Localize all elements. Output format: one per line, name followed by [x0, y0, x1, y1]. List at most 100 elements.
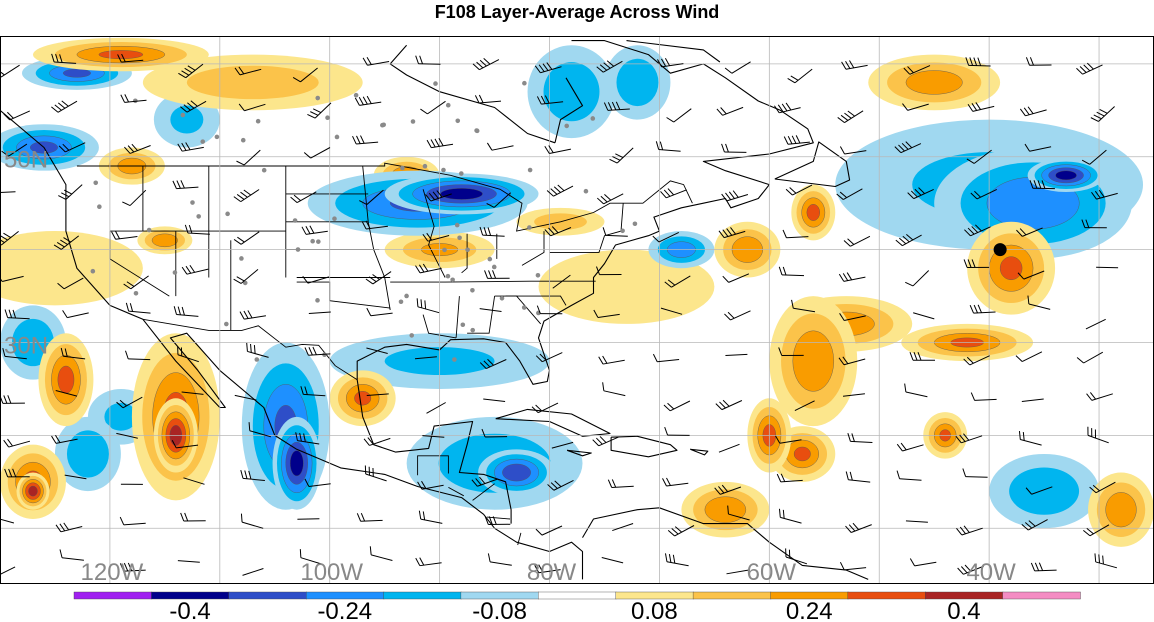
wind-barb: [592, 436, 620, 447]
anomaly-contour: [1055, 170, 1077, 181]
observation-dot: [522, 80, 527, 86]
wind-barb: [479, 308, 502, 312]
wind-barb: [601, 557, 624, 564]
wind-barb: [354, 95, 382, 106]
wind-barb: [1094, 553, 1118, 569]
wind-barb: [116, 432, 138, 439]
wind-barb: [895, 233, 922, 247]
wind-barb: [967, 102, 995, 112]
wind-barb: [1076, 62, 1103, 75]
observation-dot: [325, 115, 330, 121]
colorbar-tick-label: 0.24: [786, 598, 833, 622]
wind-barb: [183, 477, 205, 485]
observation-dot: [470, 327, 476, 333]
wind-barb: [536, 95, 564, 105]
colorbar-tick-label: -0.24: [317, 598, 372, 622]
wind-barb: [716, 106, 744, 116]
coastline: [689, 448, 709, 456]
wind-barb: [3, 438, 31, 448]
wind-barb: [596, 193, 624, 205]
wind-barb: [664, 553, 689, 567]
wind-barb: [838, 272, 866, 282]
wind-barb: [552, 274, 571, 289]
observation-dot: [332, 216, 337, 222]
wind-barb: [612, 523, 634, 532]
wind-barb: [662, 477, 689, 487]
wind-barb: [837, 110, 864, 124]
border-line: [467, 296, 496, 334]
wind-barb: [664, 426, 690, 436]
wind-barb: [295, 432, 320, 445]
coastline: [0, 109, 584, 580]
wind-barb: [534, 564, 561, 574]
wind-barb: [787, 68, 813, 84]
wind-barb: [123, 275, 149, 290]
wind-barb: [904, 383, 928, 398]
wind-barb: [962, 468, 988, 478]
wind-barb: [297, 518, 320, 520]
wind-barb: [51, 100, 78, 113]
wind-barb: [365, 271, 392, 285]
observation-dot: [590, 116, 596, 121]
observation-dot: [239, 256, 244, 261]
wind-barb: [238, 103, 266, 112]
wind-barb: [60, 347, 86, 360]
anomaly-contour: [151, 233, 178, 248]
wind-barb: [666, 108, 692, 123]
wind-barb: [2, 347, 27, 360]
wind-barb: [1081, 219, 1107, 229]
wind-barb: [655, 141, 681, 152]
wind-barb: [369, 546, 393, 561]
wind-barb: [122, 189, 147, 207]
wind-barb: [794, 400, 815, 411]
wind-barb: [722, 273, 750, 283]
wind-barb: [483, 398, 506, 402]
wind-barb: [484, 270, 510, 279]
wind-barb: [240, 470, 265, 481]
wind-barb: [308, 311, 331, 314]
wind-barb: [902, 103, 929, 111]
wind-barb: [486, 142, 514, 151]
wind-barb: [652, 353, 680, 363]
observation-dot: [316, 239, 321, 244]
longitude-label: 60W: [747, 559, 797, 584]
wind-barb: [664, 275, 691, 288]
wind-barb: [782, 229, 809, 239]
observation-dot: [455, 118, 461, 124]
wind-barb: [366, 347, 388, 354]
border-line: [422, 314, 457, 339]
wind-barb: [417, 480, 444, 490]
wind-barb: [1089, 481, 1116, 494]
wind-barb: [1081, 149, 1107, 165]
wind-barb: [536, 305, 563, 315]
longitude-label: 80W: [527, 559, 577, 584]
wind-barb: [363, 437, 391, 446]
colorbar-swatch: [692, 591, 772, 600]
wind-barb: [290, 191, 317, 204]
wind-barb: [64, 474, 87, 480]
colorbar-swatch: [228, 591, 307, 600]
wind-barb: [426, 402, 446, 414]
colorbar-swatch: [383, 591, 462, 600]
wind-barb: [177, 346, 199, 363]
wind-barb: [300, 386, 326, 397]
anomaly-contour: [440, 188, 483, 200]
observation-dot: [445, 102, 451, 108]
observation-dot: [180, 112, 186, 118]
wind-barb: [53, 235, 80, 250]
observation-dot: [242, 280, 248, 286]
wind-barb: [472, 58, 500, 71]
anomaly-contour: [793, 446, 811, 462]
wind-barb: [172, 180, 199, 190]
observation-dot: [442, 247, 447, 253]
wind-barb: [547, 479, 574, 491]
observation-dot: [527, 225, 532, 230]
wind-barb: [299, 549, 323, 565]
wind-barb: [909, 558, 937, 567]
wind-barb: [551, 441, 574, 449]
wind-barb: [479, 226, 505, 237]
wind-barb: [51, 53, 77, 64]
observation-dot: [445, 273, 451, 279]
wind-barb: [248, 422, 272, 438]
colorbar-swatch: [538, 591, 617, 600]
